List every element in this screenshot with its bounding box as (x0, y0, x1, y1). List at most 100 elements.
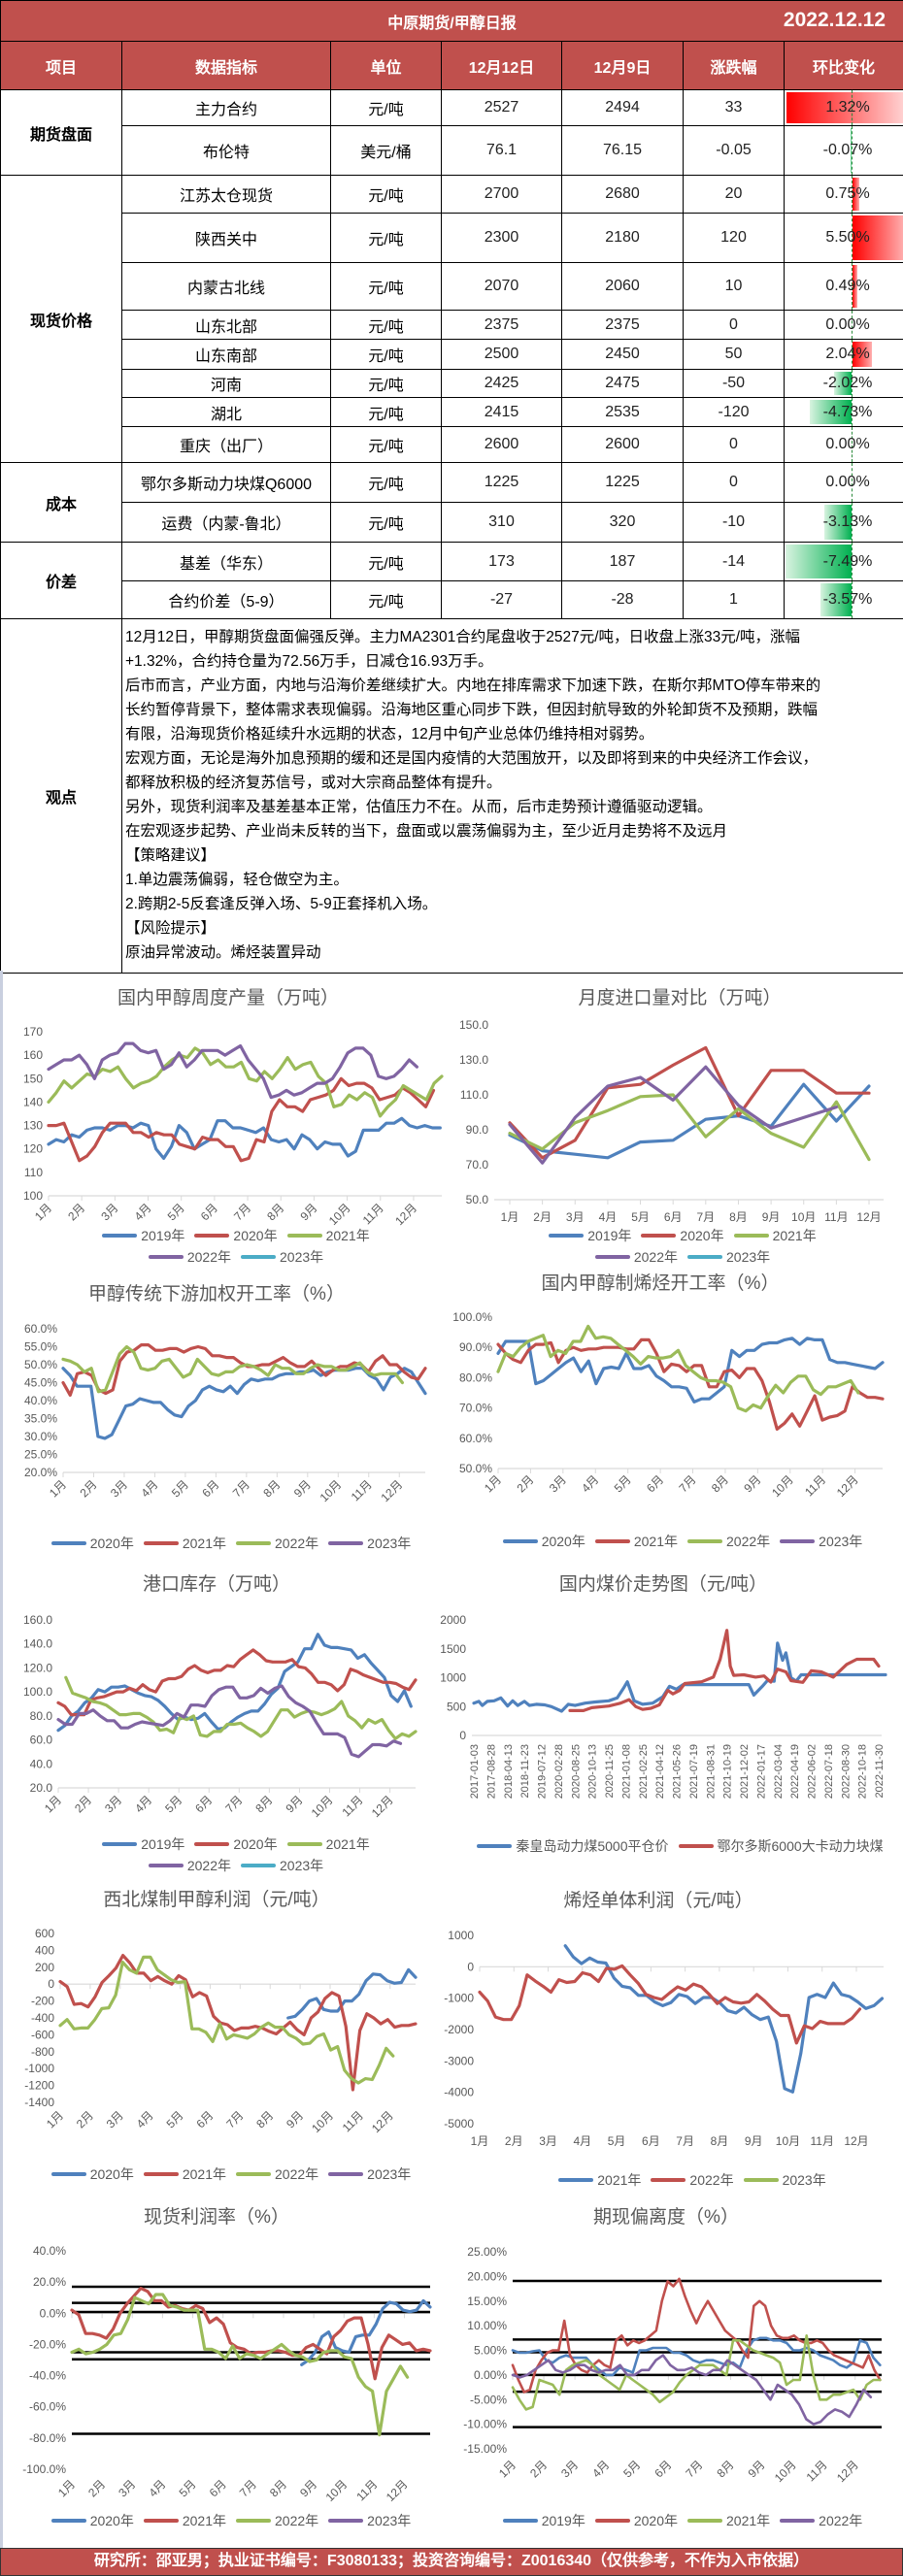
column-header: 12月12日 (441, 41, 562, 90)
legend-item: 2021年 (687, 2511, 770, 2530)
legend-item: 2022年 (148, 1247, 231, 1267)
current-value: 2600 (441, 426, 562, 463)
x-tick-label: 8月 (709, 1472, 731, 1495)
x-tick-label: 7月 (230, 1477, 252, 1500)
x-tick-label: 9月 (297, 2477, 319, 2499)
legend-item: 2019年 (549, 1226, 631, 1245)
chart-legend: 秦皇岛动力煤5000平仓价 鄂尔多斯6000大卡动力块煤 (454, 1836, 903, 1856)
legend-item: 2019年 (102, 1834, 184, 1854)
legend-label: 2020年 (89, 2166, 134, 2182)
change-value: 20 (683, 175, 785, 214)
table-row: 运费（内蒙-鲁北） 元/吨 310 320 -10 -3.13% (1, 502, 903, 543)
y-tick-label: 1000 (440, 1671, 466, 1685)
chart-coal-price: 国内煤价走势图（元/吨） 0 500 1000 1500 2000 2017-01-03 20… (440, 1573, 887, 1799)
x-tick-label: 6月 (644, 1472, 666, 1495)
legend-swatch (502, 2519, 538, 2523)
series-line-2022年 (70, 2293, 410, 2437)
series-line-2022年 (58, 1955, 395, 2085)
previous-value: 2535 (561, 397, 684, 427)
x-tick-label: 9月 (746, 2458, 768, 2480)
unit: 元/吨 (330, 89, 442, 126)
x-tick-label: 1月 (44, 2108, 66, 2130)
legend-swatch (687, 1539, 722, 1543)
legend-label: 2022年 (275, 2513, 319, 2528)
view-text-line: 在宏观逐步起势、产业尚未反转的当下，盘面或以震荡偏弱为主，至少近月走势将不及远月 (125, 823, 728, 840)
y-tick-label: 90.0% (459, 1340, 492, 1354)
y-tick-label: 110.0 (460, 1088, 488, 1102)
legend-item: 2022年 (236, 1534, 318, 1553)
databar-axis (852, 427, 853, 462)
table-header-row: 项目 数据指标 单位 12月12日 12月9日 涨跌幅 环比变化 (0, 41, 903, 90)
y-tick-label: 55.0% (24, 1340, 57, 1354)
x-tick-label: 2022-04-19 (789, 1744, 801, 1799)
x-tick-label: 7月 (676, 2134, 694, 2148)
x-tick-label: 2017-01-03 (469, 1744, 481, 1799)
x-tick-label: 10月 (791, 1210, 816, 1224)
y-tick-label: 100.0 (23, 1685, 52, 1699)
legend-label: 2019年 (587, 1228, 632, 1243)
x-tick-label: 9月 (745, 2134, 763, 2148)
x-tick-label: 9月 (741, 1472, 763, 1495)
x-tick-label: 12月 (392, 1201, 419, 1228)
table-row: 山东北部 元/吨 2375 2375 0 0.00% (1, 310, 903, 340)
legend-swatch (477, 1844, 513, 1848)
y-tick-label: -20.0% (29, 2337, 66, 2351)
legend-label: 2023年 (726, 1249, 771, 1265)
x-tick-label: 12月 (844, 2134, 868, 2148)
legend-swatch (236, 2519, 271, 2523)
y-tick-label: -100.0% (22, 2462, 66, 2476)
change-value: 0 (683, 310, 785, 340)
legend-label: 2023年 (819, 1534, 863, 1549)
y-tick-label: 0.0% (40, 2306, 67, 2320)
legend-label: 2021年 (325, 1836, 370, 1852)
legend-item: 2022年 (780, 2511, 862, 2530)
x-tick-label: 3月 (539, 2134, 557, 2148)
chart-downstream-rate: 甲醇传统下游加权开工率（%） 20.0% 25.0% 30.0% 35.0% 40.0% 4… (24, 1283, 427, 1504)
x-tick-label: 11月 (339, 1793, 365, 1819)
change-value: 0 (683, 426, 785, 463)
previous-value: 76.15 (561, 125, 684, 176)
series-line-2020年 (508, 1045, 871, 1160)
y-tick-label: 130.0 (459, 1053, 488, 1067)
y-tick-label: 50.0% (24, 1358, 57, 1371)
pct-change-cell: 0.00% (783, 462, 903, 503)
y-tick-label: -1000 (444, 1992, 474, 2005)
chart-title: 月度进口量对比（万吨） (578, 987, 781, 1008)
x-tick-label: 2022-11-30 (874, 1744, 886, 1798)
x-tick-label: 3月 (547, 1472, 569, 1495)
previous-value: 2060 (561, 262, 684, 311)
y-tick-label: 25.0% (24, 1448, 57, 1462)
legend-item: 2021年 (286, 1226, 370, 1245)
x-tick-label: 2月 (65, 1201, 87, 1223)
y-tick-label: 150 (23, 1072, 43, 1085)
legend-label: 2021年 (633, 1534, 678, 1549)
legend-label: 2022年 (633, 1249, 678, 1265)
legend-item: 2020年 (50, 2164, 134, 2184)
indicator-name: 主力合约 (121, 89, 331, 126)
change-value: -0.05 (683, 125, 785, 176)
legend-swatch (687, 2519, 722, 2523)
unit: 元/吨 (330, 175, 442, 214)
legend-item: 2022年 (236, 2164, 318, 2184)
positive-databar (853, 265, 857, 308)
legend-label: 2020年 (233, 1836, 278, 1852)
legend-item: 2021年 (558, 2170, 641, 2190)
table-row: 期货盘面 主力合约 元/吨 2527 2494 33 1.32% (0, 89, 903, 176)
x-tick-label: 5月 (162, 1793, 184, 1815)
series-line-2020年 (47, 1076, 436, 1163)
previous-value: 2450 (561, 339, 684, 370)
x-tick-label: 2018-11-23 (519, 1744, 531, 1798)
x-tick-label: 1月 (482, 1472, 504, 1495)
y-tick-label: 600 (35, 1927, 54, 1940)
legend-label: 2019年 (141, 1228, 185, 1243)
x-tick-label: 8月 (714, 2458, 736, 2480)
legend-swatch (286, 1234, 322, 1238)
current-value: 2415 (441, 397, 562, 427)
x-tick-label: 9月 (291, 1477, 314, 1500)
y-tick-label: 50.0 (466, 1193, 489, 1206)
pct-change-cell: -3.13% (783, 502, 903, 543)
databar-axis (852, 90, 853, 125)
series-line-2020年 (496, 1337, 885, 1404)
y-tick-label: 500 (447, 1700, 466, 1713)
column-header: 环比变化 (783, 41, 903, 90)
